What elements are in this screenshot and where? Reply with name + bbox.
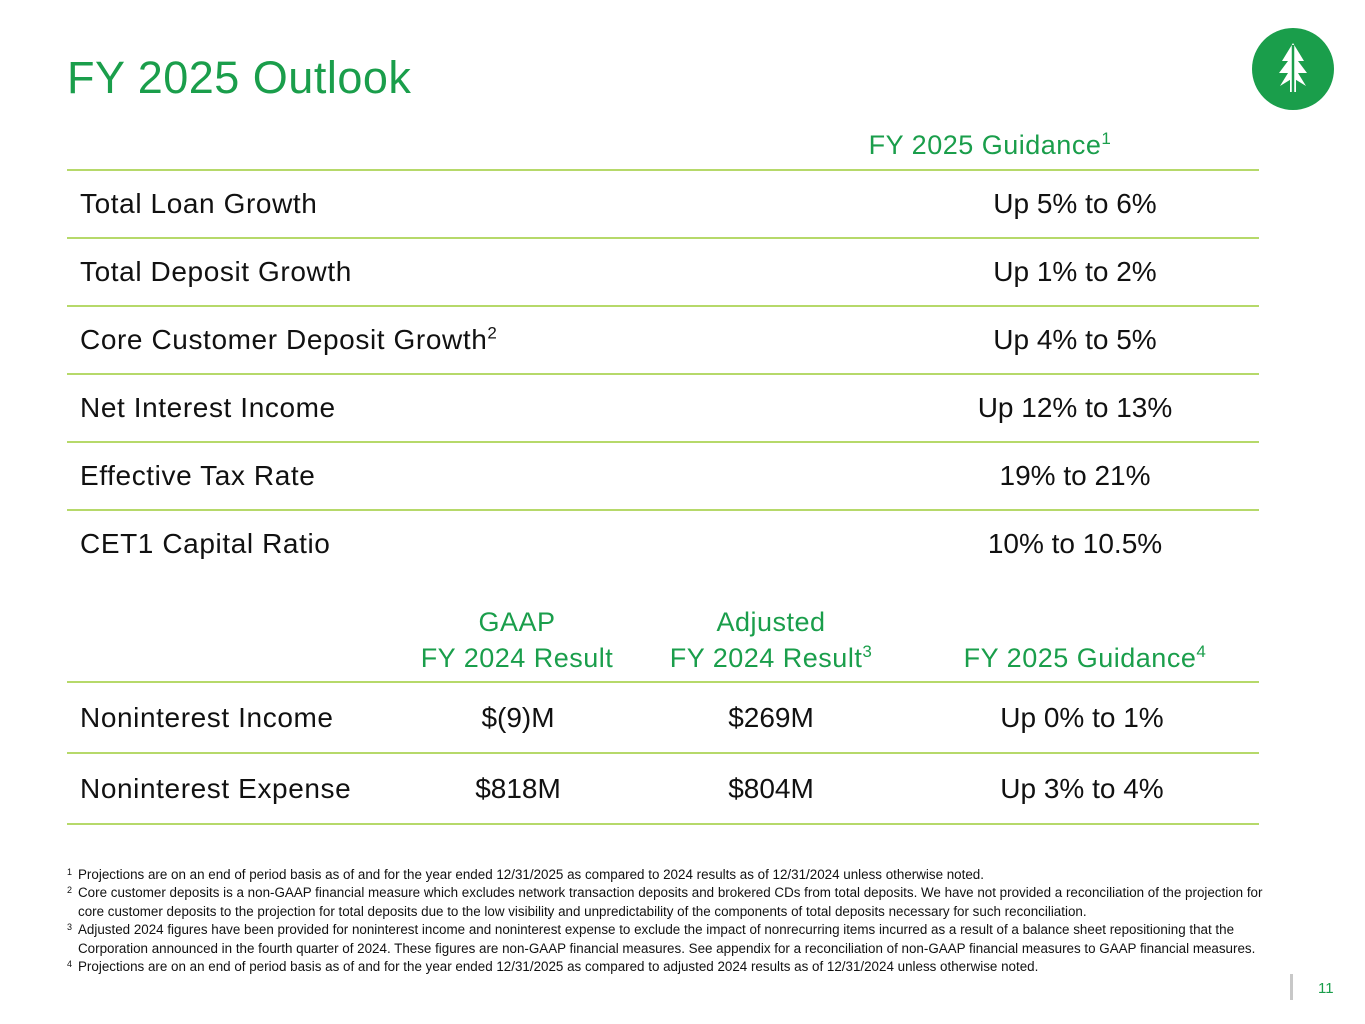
footnote: 2 Core customer deposits is a non-GAAP fi… (67, 885, 1263, 919)
table-row: Core Customer Deposit Growth2 Up 4% to 5… (67, 307, 1259, 375)
table-row: Noninterest Income $(9)M $269M Up 0% to … (67, 683, 1259, 754)
row-label: Total Loan Growth (80, 188, 318, 219)
guidance-value: Up 3% to 4% (1000, 773, 1164, 804)
guidance-column-header: FY 2025 Guidance1 (868, 129, 1112, 160)
footnote: 1 Projections are on an end of period bas… (67, 867, 984, 882)
row-label: Noninterest Income (80, 702, 334, 733)
row-label: Noninterest Expense (80, 773, 352, 804)
table-row: Net Interest Income Up 12% to 13% (67, 375, 1259, 443)
adjusted-value: $804M (728, 773, 814, 804)
table-row: Noninterest Expense $818M $804M Up 3% to… (67, 754, 1259, 825)
guidance-column-header: FY 2025 Guidance4 (963, 642, 1207, 673)
row-label: Net Interest Income (80, 392, 336, 423)
guidance-table-header: FY 2025 Guidance1 (67, 118, 1259, 171)
row-label: Core Customer Deposit Growth2 (80, 323, 498, 355)
row-value: Up 12% to 13% (977, 392, 1173, 423)
adjusted-value: $269M (728, 702, 814, 733)
footnote: 3 Adjusted 2024 figures have been provide… (67, 922, 1256, 956)
row-label: Total Deposit Growth (80, 256, 352, 287)
tree-logo-icon (1252, 28, 1334, 110)
table-row: Total Deposit Growth Up 1% to 2% (67, 239, 1259, 307)
row-value: Up 4% to 5% (993, 324, 1157, 355)
page-number: 11 (1318, 980, 1334, 997)
adjusted-column-header: Adjusted FY 2024 Result3 (669, 607, 873, 673)
page-number-divider (1290, 974, 1293, 1000)
row-value: Up 1% to 2% (993, 256, 1157, 287)
gaap-value: $818M (475, 773, 561, 804)
gaap-column-header: GAAP FY 2024 Result (420, 607, 614, 673)
footnote: 4 Projections are on an end of period bas… (67, 959, 1039, 975)
row-value: 10% to 10.5% (987, 528, 1163, 559)
guidance-value: Up 0% to 1% (1000, 702, 1164, 733)
gaap-value: $(9)M (481, 702, 555, 733)
results-table: GAAP FY 2024 Result Adjusted FY 2024 Res… (67, 604, 1259, 825)
row-label: CET1 Capital Ratio (80, 528, 331, 559)
row-label: Effective Tax Rate (80, 460, 316, 491)
table-row: Effective Tax Rate 19% to 21% (67, 443, 1259, 511)
results-table-header: GAAP FY 2024 Result Adjusted FY 2024 Res… (67, 604, 1259, 683)
table-row: CET1 Capital Ratio 10% to 10.5% (67, 511, 1259, 577)
row-value: Up 5% to 6% (993, 188, 1157, 219)
guidance-table: FY 2025 Guidance1 Total Loan Growth Up 5… (67, 118, 1259, 577)
page-title: FY 2025 Outlook (67, 52, 412, 103)
row-value: 19% to 21% (999, 460, 1151, 491)
table-row: Total Loan Growth Up 5% to 6% (67, 171, 1259, 239)
footnotes: 1 Projections are on an end of period bas… (67, 866, 1267, 976)
